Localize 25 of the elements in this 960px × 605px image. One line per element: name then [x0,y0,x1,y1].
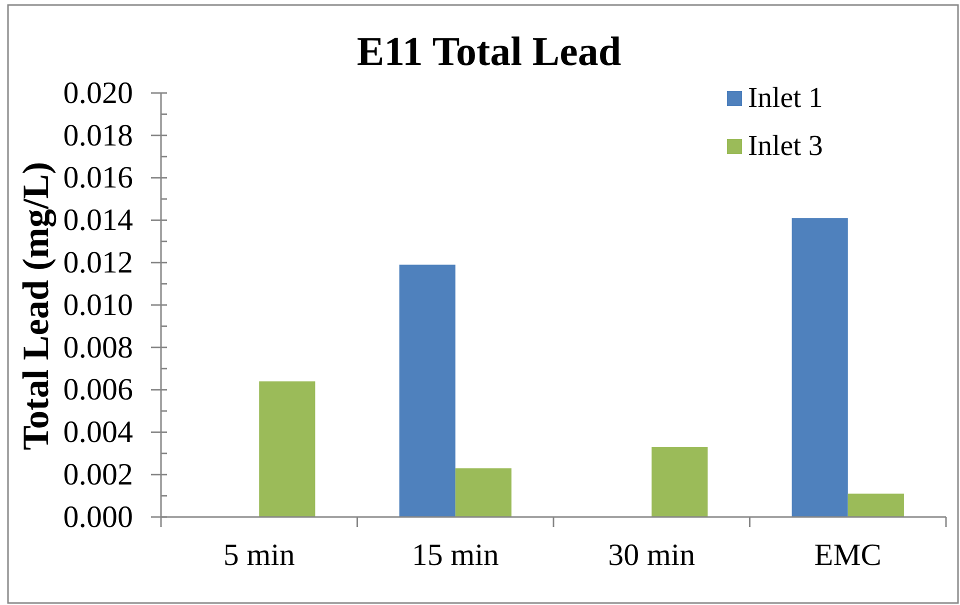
y-tick-label: 0.004 [63,414,134,450]
bar [259,381,316,517]
chart-title: E11 Total Lead [356,28,622,74]
x-tick-label: EMC [814,537,882,572]
y-tick-label: 0.014 [63,202,134,238]
y-tick-label: 0.010 [63,286,133,322]
y-tick-label: 0.000 [63,498,133,534]
x-tick-label: 5 min [223,537,296,572]
y-tick-label: 0.006 [63,372,133,407]
legend-label: Inlet 3 [748,130,823,162]
y-axis-title: Total Lead (mg/L) [16,162,57,450]
bar [399,264,456,517]
y-tick-label: 0.012 [63,244,133,280]
bar [848,494,904,517]
x-tick-label: 15 min [412,537,500,572]
bar [652,447,708,517]
x-tick-label: 30 min [608,537,696,572]
y-tick-label: 0.016 [63,160,133,195]
bar [455,468,512,517]
y-tick-label: 0.002 [63,456,133,492]
y-tick-label: 0.008 [63,329,133,364]
bar [792,218,848,517]
legend-label: Inlet 1 [748,82,823,114]
y-tick-label: 0.020 [63,74,133,110]
y-tick-label: 0.018 [63,117,133,152]
